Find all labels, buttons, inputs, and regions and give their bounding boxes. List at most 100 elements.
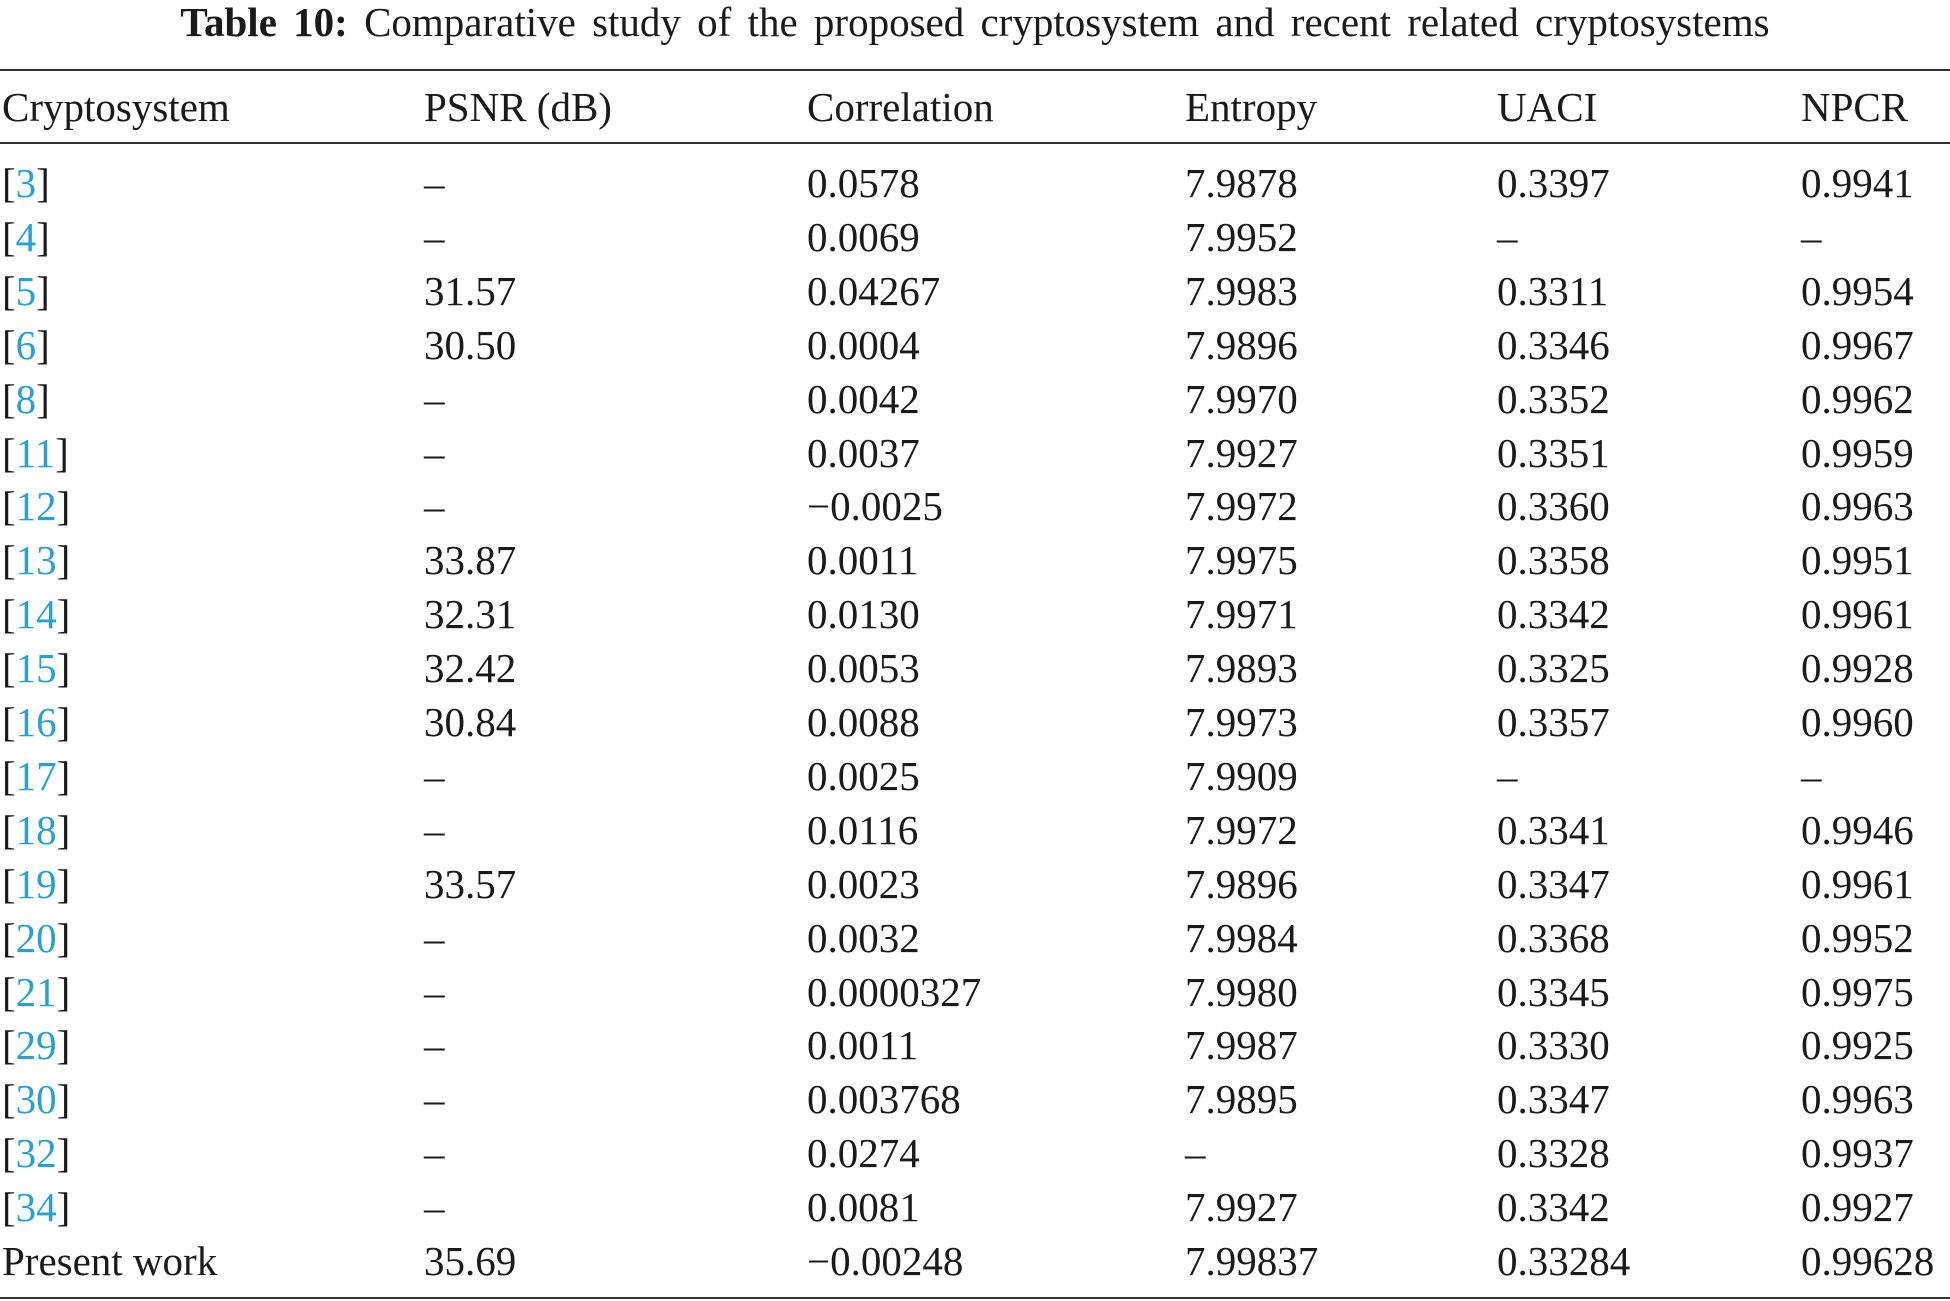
table-cell: 0.0037 (807, 429, 920, 476)
table-cell: 0.0042 (807, 375, 920, 422)
table-cell: 7.9952 (1185, 213, 1298, 260)
table-cell: 0.003768 (807, 1076, 961, 1123)
row-label: Present work (2, 1238, 218, 1284)
table-cell: 0.0069 (807, 213, 920, 260)
table-cell: 0.9925 (1801, 1022, 1914, 1069)
table-cell: – (424, 806, 445, 853)
table-cell: 0.0011 (807, 537, 919, 584)
table-cell: 33.57 (424, 860, 517, 907)
row-label: [19] (2, 860, 71, 907)
citation-link[interactable]: 32 (15, 1130, 57, 1177)
table-cell: – (424, 213, 445, 260)
citation-link[interactable]: 34 (15, 1184, 57, 1231)
citation-link[interactable]: 5 (15, 267, 37, 314)
row-label: [4] (2, 213, 50, 260)
column-header: NPCR (1801, 84, 1909, 130)
table-cell: 0.0000327 (807, 968, 982, 1015)
citation-link[interactable]: 11 (15, 429, 56, 476)
table-cell: 0.3351 (1497, 429, 1610, 476)
table-cell: 0.9941 (1801, 160, 1914, 206)
table-cell: 0.3357 (1497, 699, 1610, 745)
table-cell: 0.9967 (1801, 321, 1914, 368)
table-cell: 0.0130 (807, 591, 920, 638)
row-label: [18] (2, 806, 71, 853)
citation-link[interactable]: 15 (15, 645, 57, 692)
table-cell: 0.0011 (807, 1022, 919, 1069)
table-cell: 7.9927 (1185, 1184, 1298, 1231)
table-cell: 31.57 (424, 267, 517, 314)
table-caption: Comparative study of the proposed crypto… (364, 0, 1770, 45)
table-cell: 0.3347 (1497, 1076, 1610, 1123)
citation-link[interactable]: 19 (15, 860, 57, 907)
table-cell: 7.99837 (1185, 1238, 1319, 1284)
table-cell: 0.0274 (807, 1130, 920, 1177)
table-cell: – (424, 1022, 445, 1069)
table-cell: 0.9954 (1801, 267, 1914, 314)
table-cell: 7.9987 (1185, 1022, 1298, 1069)
row-label: [21] (2, 968, 71, 1015)
table-cell: 0.3325 (1497, 645, 1610, 692)
table-cell: 7.9972 (1185, 806, 1298, 853)
citation-link[interactable]: 17 (15, 752, 57, 799)
table-cell: 7.9895 (1185, 1076, 1298, 1123)
column-header: Correlation (807, 84, 994, 130)
row-label: [29] (2, 1022, 71, 1069)
table-cell: 7.9878 (1185, 160, 1298, 206)
citation-link[interactable]: 29 (15, 1022, 57, 1069)
table-cell: 0.9963 (1801, 483, 1914, 530)
column-header: PSNR (dB) (424, 84, 612, 130)
row-label: [30] (2, 1076, 71, 1123)
citation-link[interactable]: 30 (15, 1076, 57, 1123)
table-cell: 7.9980 (1185, 968, 1298, 1015)
table-cell: – (1497, 213, 1518, 260)
table-cell: 0.3328 (1497, 1130, 1610, 1177)
table-cell: 7.9896 (1185, 860, 1298, 907)
table-label: Table 10: (180, 0, 348, 45)
row-label: [11] (2, 429, 69, 476)
table-cell: 0.3397 (1497, 160, 1610, 206)
table-cell: 0.0032 (807, 914, 920, 961)
table-cell: 32.31 (424, 591, 517, 638)
citation-link[interactable]: 3 (15, 160, 37, 206)
table-cell: 0.9960 (1801, 699, 1914, 745)
citation-link[interactable]: 16 (15, 699, 57, 745)
citation-link[interactable]: 12 (15, 483, 57, 530)
citation-link[interactable]: 21 (15, 968, 57, 1015)
citation-link[interactable]: 8 (15, 375, 37, 422)
table-cell: 0.9952 (1801, 914, 1914, 961)
table-cell: – (1801, 213, 1822, 260)
table-cell: 0.9951 (1801, 537, 1914, 584)
table-cell: 7.9973 (1185, 699, 1298, 745)
table-cell: 35.69 (424, 1238, 517, 1284)
table-cell: 0.3347 (1497, 860, 1610, 907)
citation-link[interactable]: 14 (15, 591, 57, 638)
row-label: [16] (2, 699, 71, 745)
table-cell: 0.3330 (1497, 1022, 1610, 1069)
table-cell: 0.9961 (1801, 860, 1914, 907)
row-label: [5] (2, 267, 50, 314)
table-cell: 0.0023 (807, 860, 920, 907)
column-header: UACI (1497, 84, 1598, 130)
table-cell: – (424, 968, 445, 1015)
table-cell: 7.9972 (1185, 483, 1298, 530)
table-cell: 0.9927 (1801, 1184, 1914, 1231)
table-cell: 30.50 (424, 321, 517, 368)
table-cell: – (424, 1184, 445, 1231)
table-cell: 7.9975 (1185, 537, 1298, 584)
table-cell: 7.9893 (1185, 645, 1298, 692)
row-label: [6] (2, 321, 50, 368)
citation-link[interactable]: 4 (15, 213, 37, 260)
table-cell: 0.3358 (1497, 537, 1610, 584)
table-cell: 0.3342 (1497, 1184, 1610, 1231)
citation-link[interactable]: 18 (15, 806, 57, 853)
column-header: Cryptosystem (2, 84, 230, 130)
table-cell: 7.9984 (1185, 914, 1298, 961)
row-label: [3] (2, 160, 50, 206)
table-cell: 0.0116 (807, 806, 919, 853)
table-cell: 0.04267 (807, 267, 941, 314)
table-cell: – (424, 429, 445, 476)
citation-link[interactable]: 6 (15, 321, 37, 368)
citation-link[interactable]: 20 (15, 914, 57, 961)
row-label: [8] (2, 375, 50, 422)
citation-link[interactable]: 13 (15, 537, 57, 584)
